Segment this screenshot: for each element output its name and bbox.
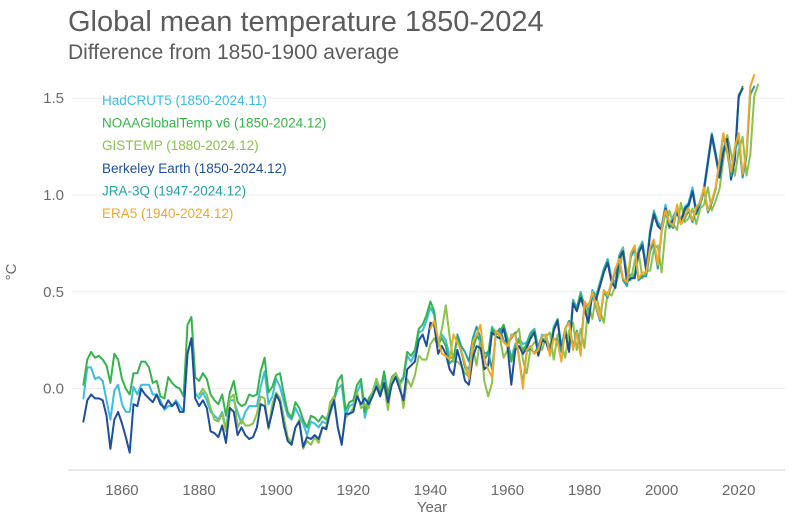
legend-entry: JRA-3Q (1947-2024.12): [102, 183, 246, 198]
x-axis-ticks: 1860 1880 1900 1920 1940 1960 1980 2000 2020: [105, 482, 755, 499]
x-tick-label: 1900: [259, 482, 292, 499]
y-axis-ticks: 0.0 0.5 1.0 1.5: [43, 90, 64, 397]
x-tick-label: 1860: [105, 482, 138, 499]
x-tick-label: 2000: [645, 482, 678, 499]
series-line: [82, 85, 744, 429]
y-tick-label: 1.0: [43, 187, 64, 204]
legend-entry: NOAAGlobalTemp v6 (1850-2024.12): [102, 116, 326, 131]
legend-entry: GISTEMP (1880-2024.12): [102, 138, 259, 153]
legend-entry: Berkeley Earth (1850-2024.12): [102, 161, 287, 176]
chart-subtitle: Difference from 1850-1900 average: [68, 41, 400, 64]
series-line: [82, 87, 744, 454]
series-lines: [82, 74, 759, 454]
x-tick-label: 1940: [414, 482, 447, 499]
gridlines: [72, 97, 785, 390]
x-tick-label: 2020: [722, 482, 755, 499]
legend-entry: ERA5 (1940-2024.12): [102, 206, 233, 221]
legend-entry: HadCRUT5 (1850-2024.11): [102, 93, 267, 108]
legend: HadCRUT5 (1850-2024.11) NOAAGlobalTemp v6…: [102, 93, 326, 221]
chart-title: Global mean temperature 1850-2024: [68, 6, 544, 38]
y-axis-label: °C: [3, 263, 20, 280]
y-tick-label: 0.5: [43, 284, 64, 301]
y-tick-label: 1.5: [43, 90, 64, 107]
x-tick-label: 1920: [337, 482, 370, 499]
series-line: [429, 74, 756, 390]
x-axis-label: Year: [417, 499, 447, 516]
x-tick-label: 1960: [491, 482, 524, 499]
x-tick-label: 1880: [182, 482, 215, 499]
x-tick-label: 1980: [568, 482, 601, 499]
y-tick-label: 0.0: [43, 381, 64, 398]
